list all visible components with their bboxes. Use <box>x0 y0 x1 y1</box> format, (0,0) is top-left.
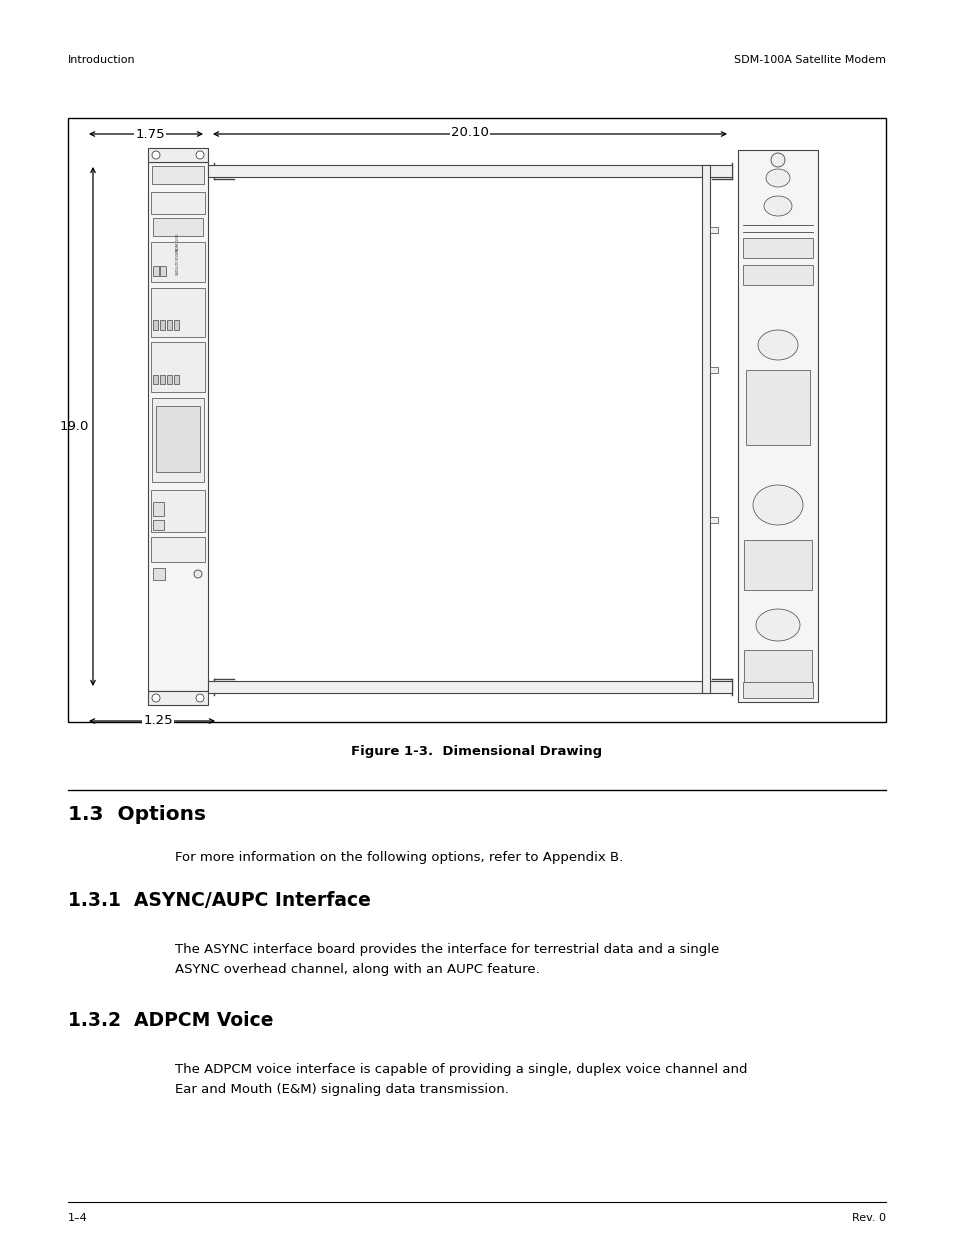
Bar <box>151 342 205 391</box>
Bar <box>742 682 812 698</box>
Bar <box>173 320 179 330</box>
Text: 1.75: 1.75 <box>135 127 165 141</box>
Text: Ear and Mouth (E&M) signaling data transmission.: Ear and Mouth (E&M) signaling data trans… <box>174 1083 508 1097</box>
Circle shape <box>770 153 784 167</box>
Bar <box>160 320 165 330</box>
Bar <box>148 148 208 162</box>
Bar <box>151 191 205 214</box>
Bar <box>709 227 718 233</box>
Bar <box>152 375 158 384</box>
Circle shape <box>195 694 204 701</box>
Bar <box>743 540 811 590</box>
Circle shape <box>193 571 202 578</box>
Text: Introduction: Introduction <box>68 56 135 65</box>
Bar <box>742 266 812 285</box>
Bar <box>152 568 165 580</box>
Circle shape <box>152 151 160 159</box>
Bar <box>152 266 159 275</box>
Bar <box>152 320 158 330</box>
Bar <box>152 398 204 482</box>
Bar <box>701 165 709 693</box>
Circle shape <box>195 151 204 159</box>
Bar <box>208 165 731 177</box>
Text: Rev. 0: Rev. 0 <box>851 1213 885 1223</box>
Text: SDM-100: SDM-100 <box>175 232 180 251</box>
Bar <box>152 219 203 236</box>
Bar <box>160 266 166 275</box>
Text: SATELLITE MODEM: SATELLITE MODEM <box>175 249 180 275</box>
Bar <box>167 320 172 330</box>
Ellipse shape <box>763 196 791 216</box>
Bar <box>156 406 200 472</box>
Text: ASYNC overhead channel, along with an AUPC feature.: ASYNC overhead channel, along with an AU… <box>174 963 539 977</box>
Bar <box>167 375 172 384</box>
Bar <box>742 238 812 258</box>
Text: 1.25: 1.25 <box>143 715 172 727</box>
Text: 19.0: 19.0 <box>59 420 89 433</box>
Bar <box>151 288 205 337</box>
Text: Figure 1-3.  Dimensional Drawing: Figure 1-3. Dimensional Drawing <box>351 746 602 758</box>
Text: 20.10: 20.10 <box>451 126 489 140</box>
Ellipse shape <box>755 609 800 641</box>
Text: 1.3  Options: 1.3 Options <box>68 805 206 825</box>
Bar <box>743 650 811 690</box>
Text: The ASYNC interface board provides the interface for terrestrial data and a sing: The ASYNC interface board provides the i… <box>174 944 719 956</box>
Text: The ADPCM voice interface is capable of providing a single, duplex voice channel: The ADPCM voice interface is capable of … <box>174 1063 747 1077</box>
Bar <box>151 242 205 282</box>
Bar <box>148 162 208 692</box>
Bar <box>148 692 208 705</box>
Text: 1–4: 1–4 <box>68 1213 88 1223</box>
Text: 1.3.2  ADPCM Voice: 1.3.2 ADPCM Voice <box>68 1010 274 1030</box>
Bar <box>160 375 165 384</box>
Bar <box>709 367 718 373</box>
Bar <box>745 370 809 445</box>
Bar <box>208 680 731 693</box>
Bar <box>151 490 205 532</box>
Ellipse shape <box>758 330 797 359</box>
Text: 1.3.1  ASYNC/AUPC Interface: 1.3.1 ASYNC/AUPC Interface <box>68 890 371 909</box>
Bar <box>152 501 164 516</box>
Circle shape <box>152 694 160 701</box>
Text: For more information on the following options, refer to Appendix B.: For more information on the following op… <box>174 851 622 864</box>
Bar <box>152 520 164 530</box>
Ellipse shape <box>765 169 789 186</box>
Bar <box>709 517 718 522</box>
Ellipse shape <box>752 485 802 525</box>
Bar <box>152 165 204 184</box>
Bar <box>68 119 885 722</box>
Text: SDM-100A Satellite Modem: SDM-100A Satellite Modem <box>733 56 885 65</box>
Bar <box>173 375 179 384</box>
Bar <box>738 149 817 701</box>
Bar <box>151 537 205 562</box>
